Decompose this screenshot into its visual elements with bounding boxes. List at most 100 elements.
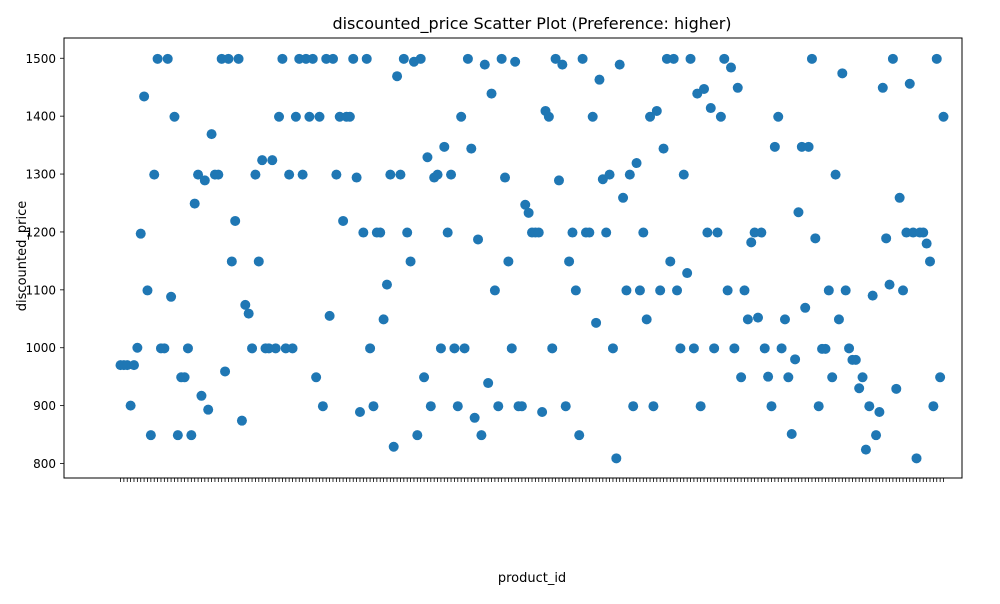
scatter-point: [139, 91, 150, 102]
scatter-point: [651, 105, 662, 116]
scatter-point: [452, 401, 463, 412]
scatter-point: [435, 343, 446, 354]
scatter-point: [324, 310, 335, 321]
y-tick-label: 1500: [25, 52, 56, 66]
scatter-point: [773, 111, 784, 122]
scatter-point: [162, 53, 173, 64]
y-tick-label: 1200: [25, 225, 56, 239]
scatter-point: [806, 53, 817, 64]
scatter-point: [169, 111, 180, 122]
scatter-point: [432, 169, 443, 180]
y-tick-label: 1100: [25, 283, 56, 297]
scatter-point: [365, 343, 376, 354]
scatter-point: [618, 192, 629, 203]
scatter-point: [628, 401, 639, 412]
scatter-point: [456, 111, 467, 122]
scatter-point: [813, 401, 824, 412]
scatter-point: [277, 53, 288, 64]
scatter-point: [763, 371, 774, 382]
scatter-point: [354, 407, 365, 417]
scatter-point: [634, 285, 645, 296]
scatter-point: [378, 314, 389, 325]
scatter-point: [250, 169, 261, 180]
scatter-point: [392, 71, 403, 82]
scatter-point: [439, 141, 450, 152]
scatter-point: [577, 53, 588, 64]
scatter-point: [179, 372, 190, 383]
scatter-point: [722, 285, 733, 296]
scatter-point: [567, 227, 578, 238]
scatter-point: [655, 285, 666, 296]
scatter-point: [867, 290, 878, 301]
chart-title: discounted_price Scatter Plot (Preferenc…: [332, 14, 731, 34]
scatter-point: [769, 141, 780, 152]
scatter-point: [570, 285, 581, 296]
y-tick-label: 800: [33, 457, 56, 471]
scatter-point: [638, 227, 649, 238]
scatter-point: [898, 285, 909, 296]
y-tick-label: 1000: [25, 341, 56, 355]
scatter-point: [887, 53, 898, 64]
scatter-point: [624, 169, 635, 180]
scatter-point: [574, 430, 585, 441]
scatter-point: [604, 169, 615, 180]
scatter-point: [594, 74, 605, 85]
scatter-point: [715, 111, 726, 122]
scatter-point: [543, 111, 554, 122]
scatter-point: [473, 234, 484, 245]
scatter-point: [267, 155, 278, 166]
scatter-point: [877, 82, 888, 93]
scatter-point: [186, 430, 197, 441]
scatter-point: [182, 343, 193, 354]
scatter-point: [307, 53, 318, 64]
scatter-point: [830, 169, 841, 180]
scatter-point: [331, 169, 342, 180]
scatter-point: [823, 285, 834, 296]
scatter-point: [236, 415, 247, 426]
scatter-point: [415, 53, 426, 64]
scatter-point: [520, 199, 531, 210]
scatter-point: [665, 256, 676, 267]
scatter-point: [368, 401, 379, 412]
scatter-point: [375, 227, 386, 238]
scatter-point: [395, 169, 406, 180]
scatter-point: [607, 343, 618, 354]
scatter-point: [226, 256, 237, 267]
scatter-point: [719, 53, 730, 64]
scatter-point: [736, 372, 747, 383]
scatter-point: [729, 343, 740, 354]
scatter-point: [166, 291, 177, 302]
scatter-point: [874, 407, 885, 417]
scatter-point: [904, 78, 915, 89]
scatter-point: [584, 227, 595, 238]
scatter-point: [564, 256, 575, 267]
scatter-point: [884, 279, 895, 290]
scatter-point: [486, 88, 497, 99]
scatter-point: [537, 407, 548, 417]
scatter-point: [489, 285, 500, 296]
scatter-point: [483, 378, 494, 389]
scatter-point: [128, 360, 139, 371]
scatter-point: [220, 366, 231, 377]
scatter-point: [547, 343, 558, 354]
scatter-point: [247, 343, 258, 354]
scatter-point: [152, 53, 163, 64]
scatter-point: [712, 227, 723, 238]
scatter-point: [206, 129, 217, 140]
scatter-point: [496, 53, 507, 64]
y-ticks-layer: 800 900 1000 1100 1200 1300 1400 1500: [25, 52, 64, 471]
points-layer: [115, 53, 949, 464]
scatter-point: [466, 143, 477, 154]
scatter-point: [419, 372, 430, 383]
scatter-point: [611, 453, 622, 464]
scatter-point: [857, 372, 868, 383]
scatter-point: [243, 308, 254, 319]
scatter-point: [132, 342, 143, 353]
scatter-point: [864, 401, 875, 412]
x-ticks-layer: [120, 478, 944, 482]
scatter-point: [233, 53, 244, 64]
scatter-point: [311, 372, 322, 383]
scatter-point: [591, 317, 602, 328]
